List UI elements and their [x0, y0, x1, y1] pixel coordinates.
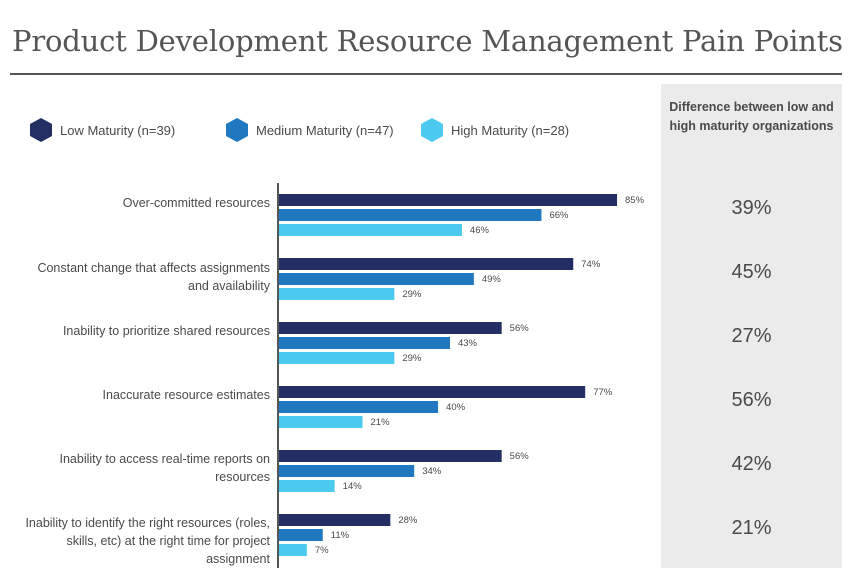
legend-item-low: Low Maturity (n=39): [30, 117, 175, 143]
difference-value: 45%: [731, 261, 772, 283]
bar: [279, 273, 474, 285]
data-label: 56%: [510, 451, 530, 462]
data-label: 7%: [315, 545, 329, 556]
bar: [279, 401, 439, 413]
data-label: 34%: [422, 466, 442, 477]
category-label: Over-committed resources: [122, 196, 270, 210]
data-label: 40%: [446, 402, 466, 413]
data-label: 66%: [549, 210, 569, 221]
bar: [279, 352, 395, 364]
bar: [279, 337, 450, 349]
title-divider: [10, 73, 842, 75]
category-label: Constant change that affects assignments…: [37, 261, 270, 293]
data-label: 49%: [482, 274, 502, 285]
legend-label-high: High Maturity (n=28): [451, 122, 570, 138]
bar: [279, 258, 574, 270]
bar: [279, 514, 391, 526]
category-label: Inability to access real-time reports on…: [59, 452, 270, 484]
legend-label-medium: Medium Maturity (n=47): [256, 122, 394, 138]
difference-panel: [661, 84, 842, 568]
bar: [279, 209, 542, 221]
difference-value: 56%: [731, 389, 772, 411]
difference-value: 39%: [731, 197, 772, 219]
data-label: 56%: [510, 323, 530, 334]
legend-item-high: High Maturity (n=28): [421, 117, 569, 143]
chart-title: Product Development Resource Management …: [12, 24, 843, 58]
category-label: Inability to prioritize shared resources: [62, 324, 270, 338]
data-label: 14%: [343, 481, 363, 492]
legend-hexagon-icon: [226, 118, 248, 142]
data-label: 28%: [398, 515, 418, 526]
data-label: 43%: [458, 338, 478, 349]
category-label: Inability to identify the right resource…: [25, 516, 270, 566]
legend-hexagon-icon: [421, 118, 443, 142]
bar: [279, 480, 335, 492]
bar: [279, 544, 307, 556]
bar: [279, 194, 617, 206]
difference-header: Difference between low and high maturity…: [669, 100, 834, 133]
data-label: 85%: [625, 195, 645, 206]
category-label: Inaccurate resource estimates: [102, 388, 270, 402]
bar: [279, 386, 586, 398]
bar: [279, 529, 323, 541]
data-label: 46%: [470, 225, 490, 236]
bar: [279, 465, 415, 477]
data-label: 11%: [331, 530, 350, 541]
bar: [279, 224, 462, 236]
difference-value: 42%: [731, 453, 772, 475]
difference-value: 27%: [731, 325, 772, 347]
data-label: 29%: [402, 353, 422, 364]
legend-item-medium: Medium Maturity (n=47): [226, 117, 394, 143]
legend-label-low: Low Maturity (n=39): [60, 122, 176, 138]
legend-hexagon-icon: [30, 118, 52, 142]
data-label: 21%: [371, 417, 391, 428]
bar: [279, 288, 395, 300]
bar: [279, 322, 502, 334]
bar: [279, 450, 502, 462]
data-label: 74%: [581, 259, 601, 270]
data-label: 29%: [402, 289, 422, 300]
difference-value: 21%: [731, 517, 772, 539]
data-label: 77%: [593, 387, 613, 398]
bar: [279, 416, 363, 428]
